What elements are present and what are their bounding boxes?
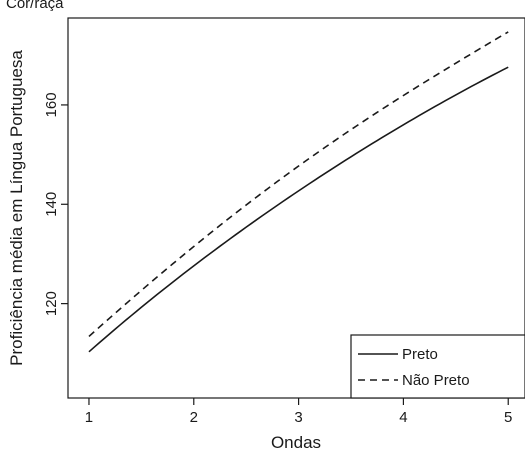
x-axis: 1 2 3 4 5: [85, 398, 512, 426]
legend-label-nao-preto: Não Preto: [402, 372, 470, 389]
y-tick-label: 120: [43, 291, 60, 316]
series-lines: [88, 31, 509, 353]
series-line-preto: [88, 66, 509, 353]
y-axis-title: Proficiência média em Língua Portuguesa: [7, 50, 26, 366]
legend-label-preto: Preto: [402, 346, 438, 363]
x-tick-label: 3: [294, 409, 302, 426]
y-tick-label: 160: [43, 92, 60, 117]
x-tick-label: 1: [85, 409, 93, 426]
x-tick-label: 4: [399, 409, 407, 426]
legend-box: [350, 334, 525, 399]
x-tick-label: 2: [190, 409, 198, 426]
x-axis-title: Ondas: [271, 433, 321, 452]
y-tick-label: 140: [43, 192, 60, 217]
plot-frame: [67, 17, 525, 399]
series-line-nao-preto: [88, 31, 509, 338]
x-tick-label: 5: [504, 409, 512, 426]
y-axis: 120 140 160: [43, 92, 68, 316]
top-cut-text: Cor/raça: [6, 0, 64, 12]
legend: Preto Não Preto: [350, 334, 525, 399]
